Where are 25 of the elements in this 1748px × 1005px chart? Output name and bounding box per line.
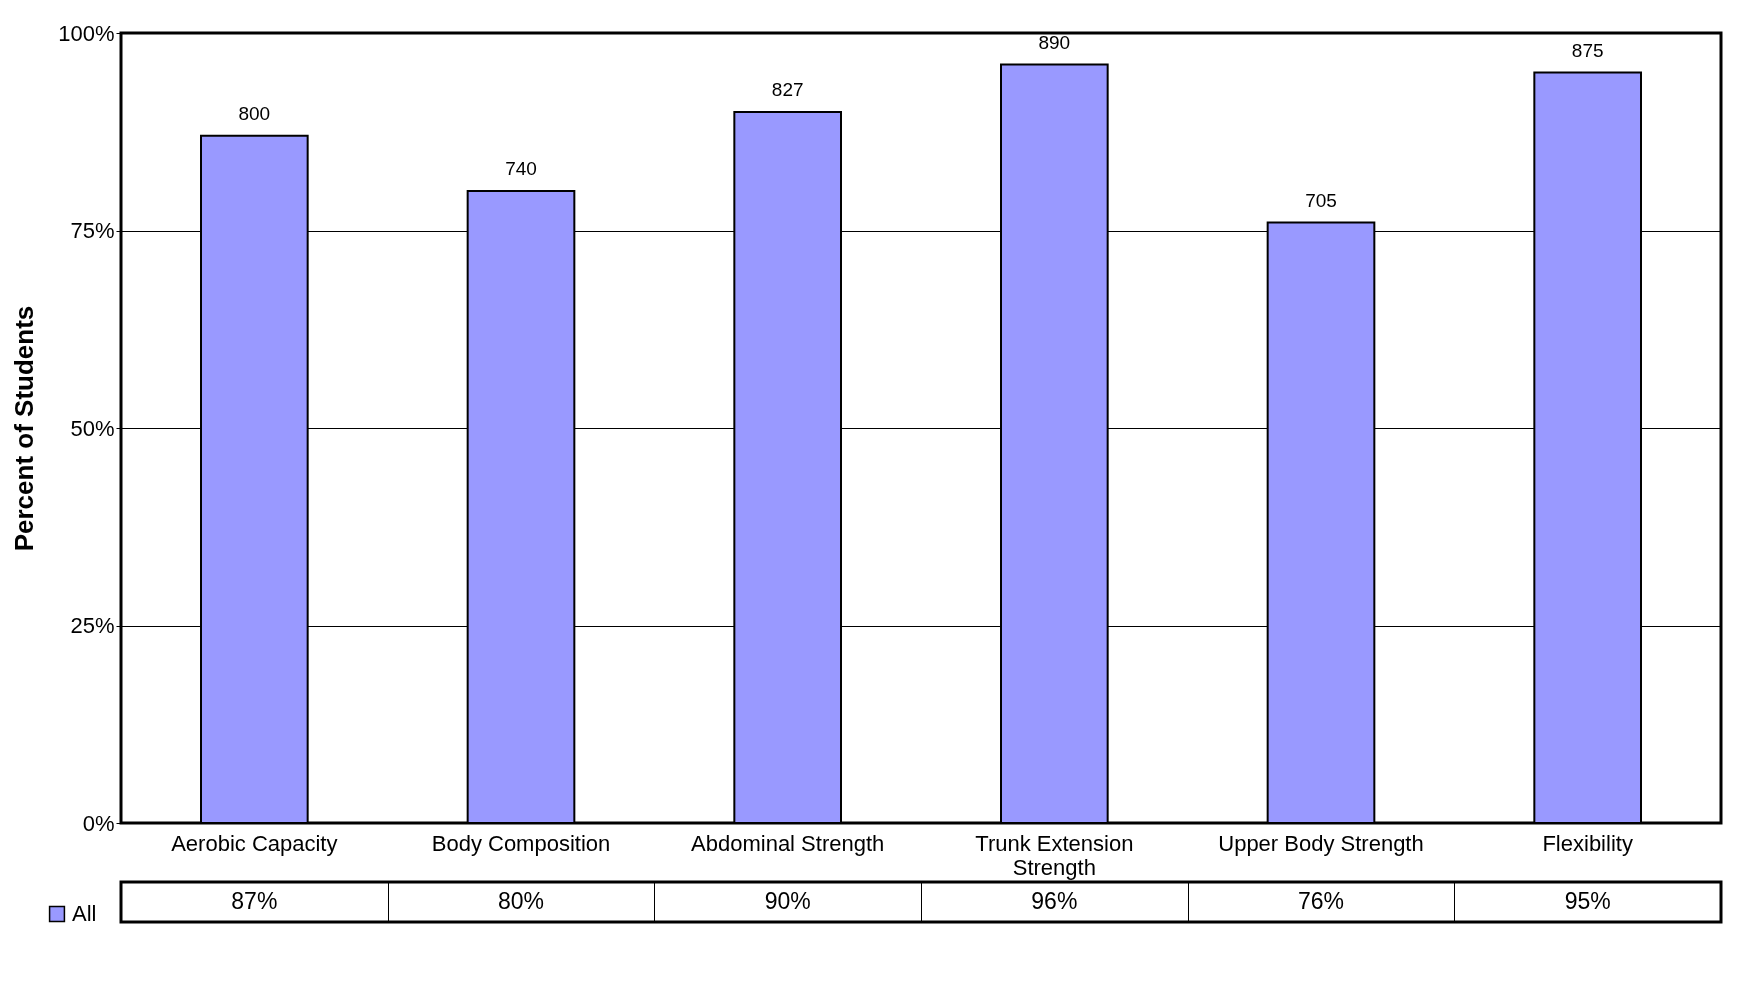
y-tick-label: 100%: [58, 20, 115, 46]
data-label: 90%: [764, 888, 811, 914]
annotation: 890: [1038, 31, 1071, 53]
legend-label: All: [72, 901, 97, 926]
x-tick-label: Trunk Extension Strength: [975, 830, 1134, 880]
x-tick-label: Aerobic Capacity: [171, 830, 338, 856]
annotation: 705: [1305, 189, 1337, 211]
y-tick-label: 25%: [70, 613, 115, 638]
annotation: 740: [505, 158, 537, 179]
y-tick-label: 50%: [70, 415, 115, 441]
x-tick-label: Flexibility: [1542, 830, 1633, 856]
data-label: 96%: [1031, 888, 1078, 914]
y-tick-label: 75%: [70, 218, 115, 243]
annotation: 827: [771, 79, 804, 100]
data-label: 87%: [231, 888, 278, 914]
data-label: 80%: [497, 888, 545, 914]
y-axis-title: Percent of Students: [9, 305, 40, 552]
x-tick-label: Abdominal Strength: [691, 830, 885, 856]
annotation: 875: [1571, 39, 1604, 61]
annotation: 800: [238, 102, 271, 124]
x-tick-label: Body Composition: [431, 830, 611, 856]
y-tick-label: 0%: [82, 810, 115, 836]
data-label: 76%: [1297, 888, 1345, 914]
x-tick-label: Upper Body Strength: [1218, 830, 1424, 856]
data-label: 95%: [1564, 888, 1611, 914]
